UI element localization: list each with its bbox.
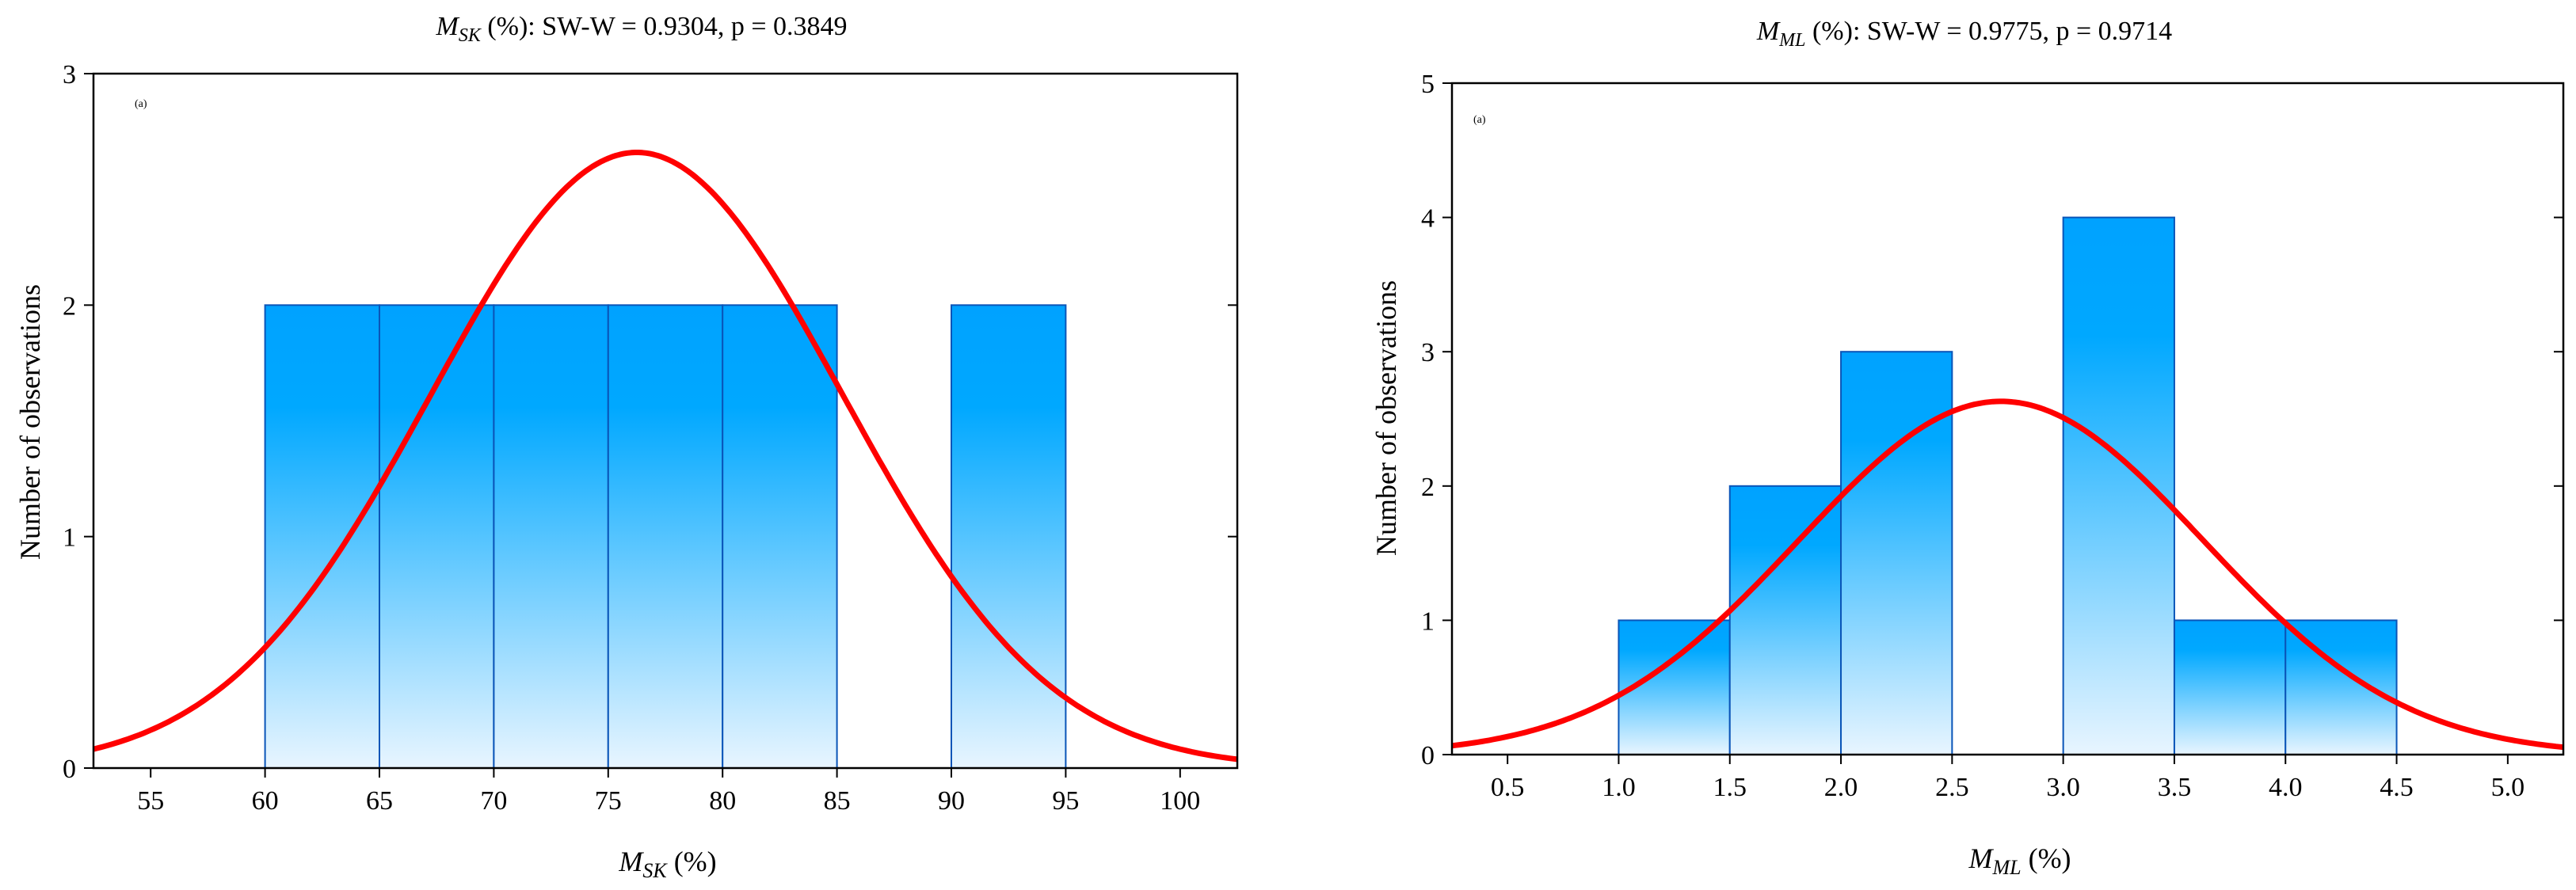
x-tick-label: 70 <box>480 786 507 816</box>
chart-msk-plot-area: 55 60 65 70 75 80 85 90 95 100 0 1 2 3 <box>63 60 1239 816</box>
y-tick-label: 5 <box>1421 70 1435 99</box>
chart-mml-panel-tag: (a) <box>1473 114 1486 126</box>
chart-mml-ylabel: Number of observations <box>1370 280 1402 556</box>
x-tick-label: 5.0 <box>2491 773 2525 802</box>
x-tick-label: 1.0 <box>1602 773 1636 802</box>
x-tick-label: 4.5 <box>2380 773 2414 802</box>
chart-mml-xlabel: MML (%) <box>1968 842 2071 879</box>
chart-mml-title: MML (%): SW-W = 0.9775, p = 0.9714 <box>1756 17 2172 51</box>
y-tick-label: 2 <box>63 291 76 321</box>
x-tick-label: 100 <box>1160 786 1200 816</box>
histogram-bar-1 <box>379 304 495 770</box>
normal-fit-curve <box>93 150 1238 763</box>
x-tick-label: 1.5 <box>1713 773 1747 802</box>
histogram-bar-6 <box>951 304 1067 770</box>
x-tick-label: 90 <box>938 786 965 816</box>
histogram-bar-2 <box>1840 351 1953 755</box>
x-tick-label: 2.0 <box>1824 773 1858 802</box>
y-tick-label: 3 <box>63 60 76 89</box>
chart-mml: MML (%): SW-W = 0.9775, p = 0.9714 Numbe… <box>1370 17 2565 879</box>
y-tick-label: 0 <box>63 755 76 784</box>
x-tick-label: 80 <box>709 786 736 816</box>
plot-frame <box>1450 82 2565 756</box>
histogram-bar-3 <box>607 304 724 770</box>
x-tick-label: 3.0 <box>2046 773 2080 802</box>
x-tick-label: 95 <box>1052 786 1079 816</box>
y-tick-label: 0 <box>1421 741 1435 770</box>
chart-msk: MSK (%): SW-W = 0.9304, p = 0.3849 Numbe… <box>14 12 1239 882</box>
x-tick-label: 65 <box>366 786 393 816</box>
histogram-bar-0 <box>264 304 380 770</box>
x-tick-label: 55 <box>137 786 164 816</box>
y-tick-label: 4 <box>1421 204 1435 234</box>
chart-msk-xlabel: MSK (%) <box>618 846 716 882</box>
y-tick-label: 1 <box>1421 607 1435 636</box>
y-tick-label: 2 <box>1421 473 1435 502</box>
histogram-bar-4 <box>722 304 838 770</box>
x-tick-label: 75 <box>595 786 622 816</box>
histogram-bar-4 <box>2062 216 2175 756</box>
x-tick-label: 3.5 <box>2158 773 2192 802</box>
chart-msk-panel-tag: (a) <box>135 98 147 110</box>
x-tick-label: 0.5 <box>1491 773 1525 802</box>
y-tick-label: 1 <box>63 523 76 553</box>
x-tick-label: 85 <box>824 786 851 816</box>
plot-frame <box>92 72 1239 770</box>
histogram-bar-5 <box>2173 619 2287 756</box>
normal-fit-curve <box>1451 398 2564 751</box>
chart-msk-ylabel: Number of observations <box>14 284 46 560</box>
x-tick-label: 4.0 <box>2269 773 2303 802</box>
x-tick-label: 2.5 <box>1935 773 1969 802</box>
histogram-bar-1 <box>1728 485 1842 755</box>
y-tick-label: 3 <box>1421 338 1435 367</box>
histogram-bar-2 <box>493 304 609 770</box>
chart-mml-plot-area: 0.5 1.0 1.5 2.0 2.5 3.0 3.5 4.0 4.5 5.0 0 1 2 3 4 5 <box>1421 70 2565 802</box>
chart-msk-title: MSK (%): SW-W = 0.9304, p = 0.3849 <box>435 12 847 46</box>
x-tick-label: 60 <box>252 786 279 816</box>
